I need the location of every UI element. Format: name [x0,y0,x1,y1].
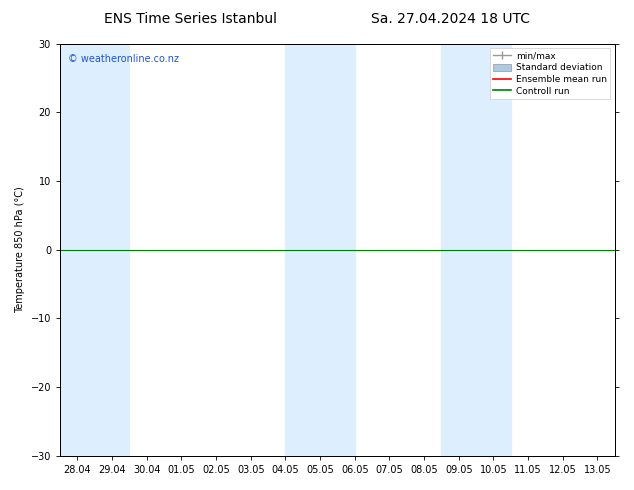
Bar [441,44,511,456]
Bar [60,44,94,456]
Text: Sa. 27.04.2024 18 UTC: Sa. 27.04.2024 18 UTC [371,12,529,26]
Bar [285,44,355,456]
Text: © weatheronline.co.nz: © weatheronline.co.nz [68,54,179,64]
Text: ENS Time Series Istanbul: ENS Time Series Istanbul [104,12,276,26]
Legend: min/max, Standard deviation, Ensemble mean run, Controll run: min/max, Standard deviation, Ensemble me… [489,48,611,99]
Y-axis label: Temperature 850 hPa (°C): Temperature 850 hPa (°C) [15,186,25,313]
Bar [94,44,129,456]
